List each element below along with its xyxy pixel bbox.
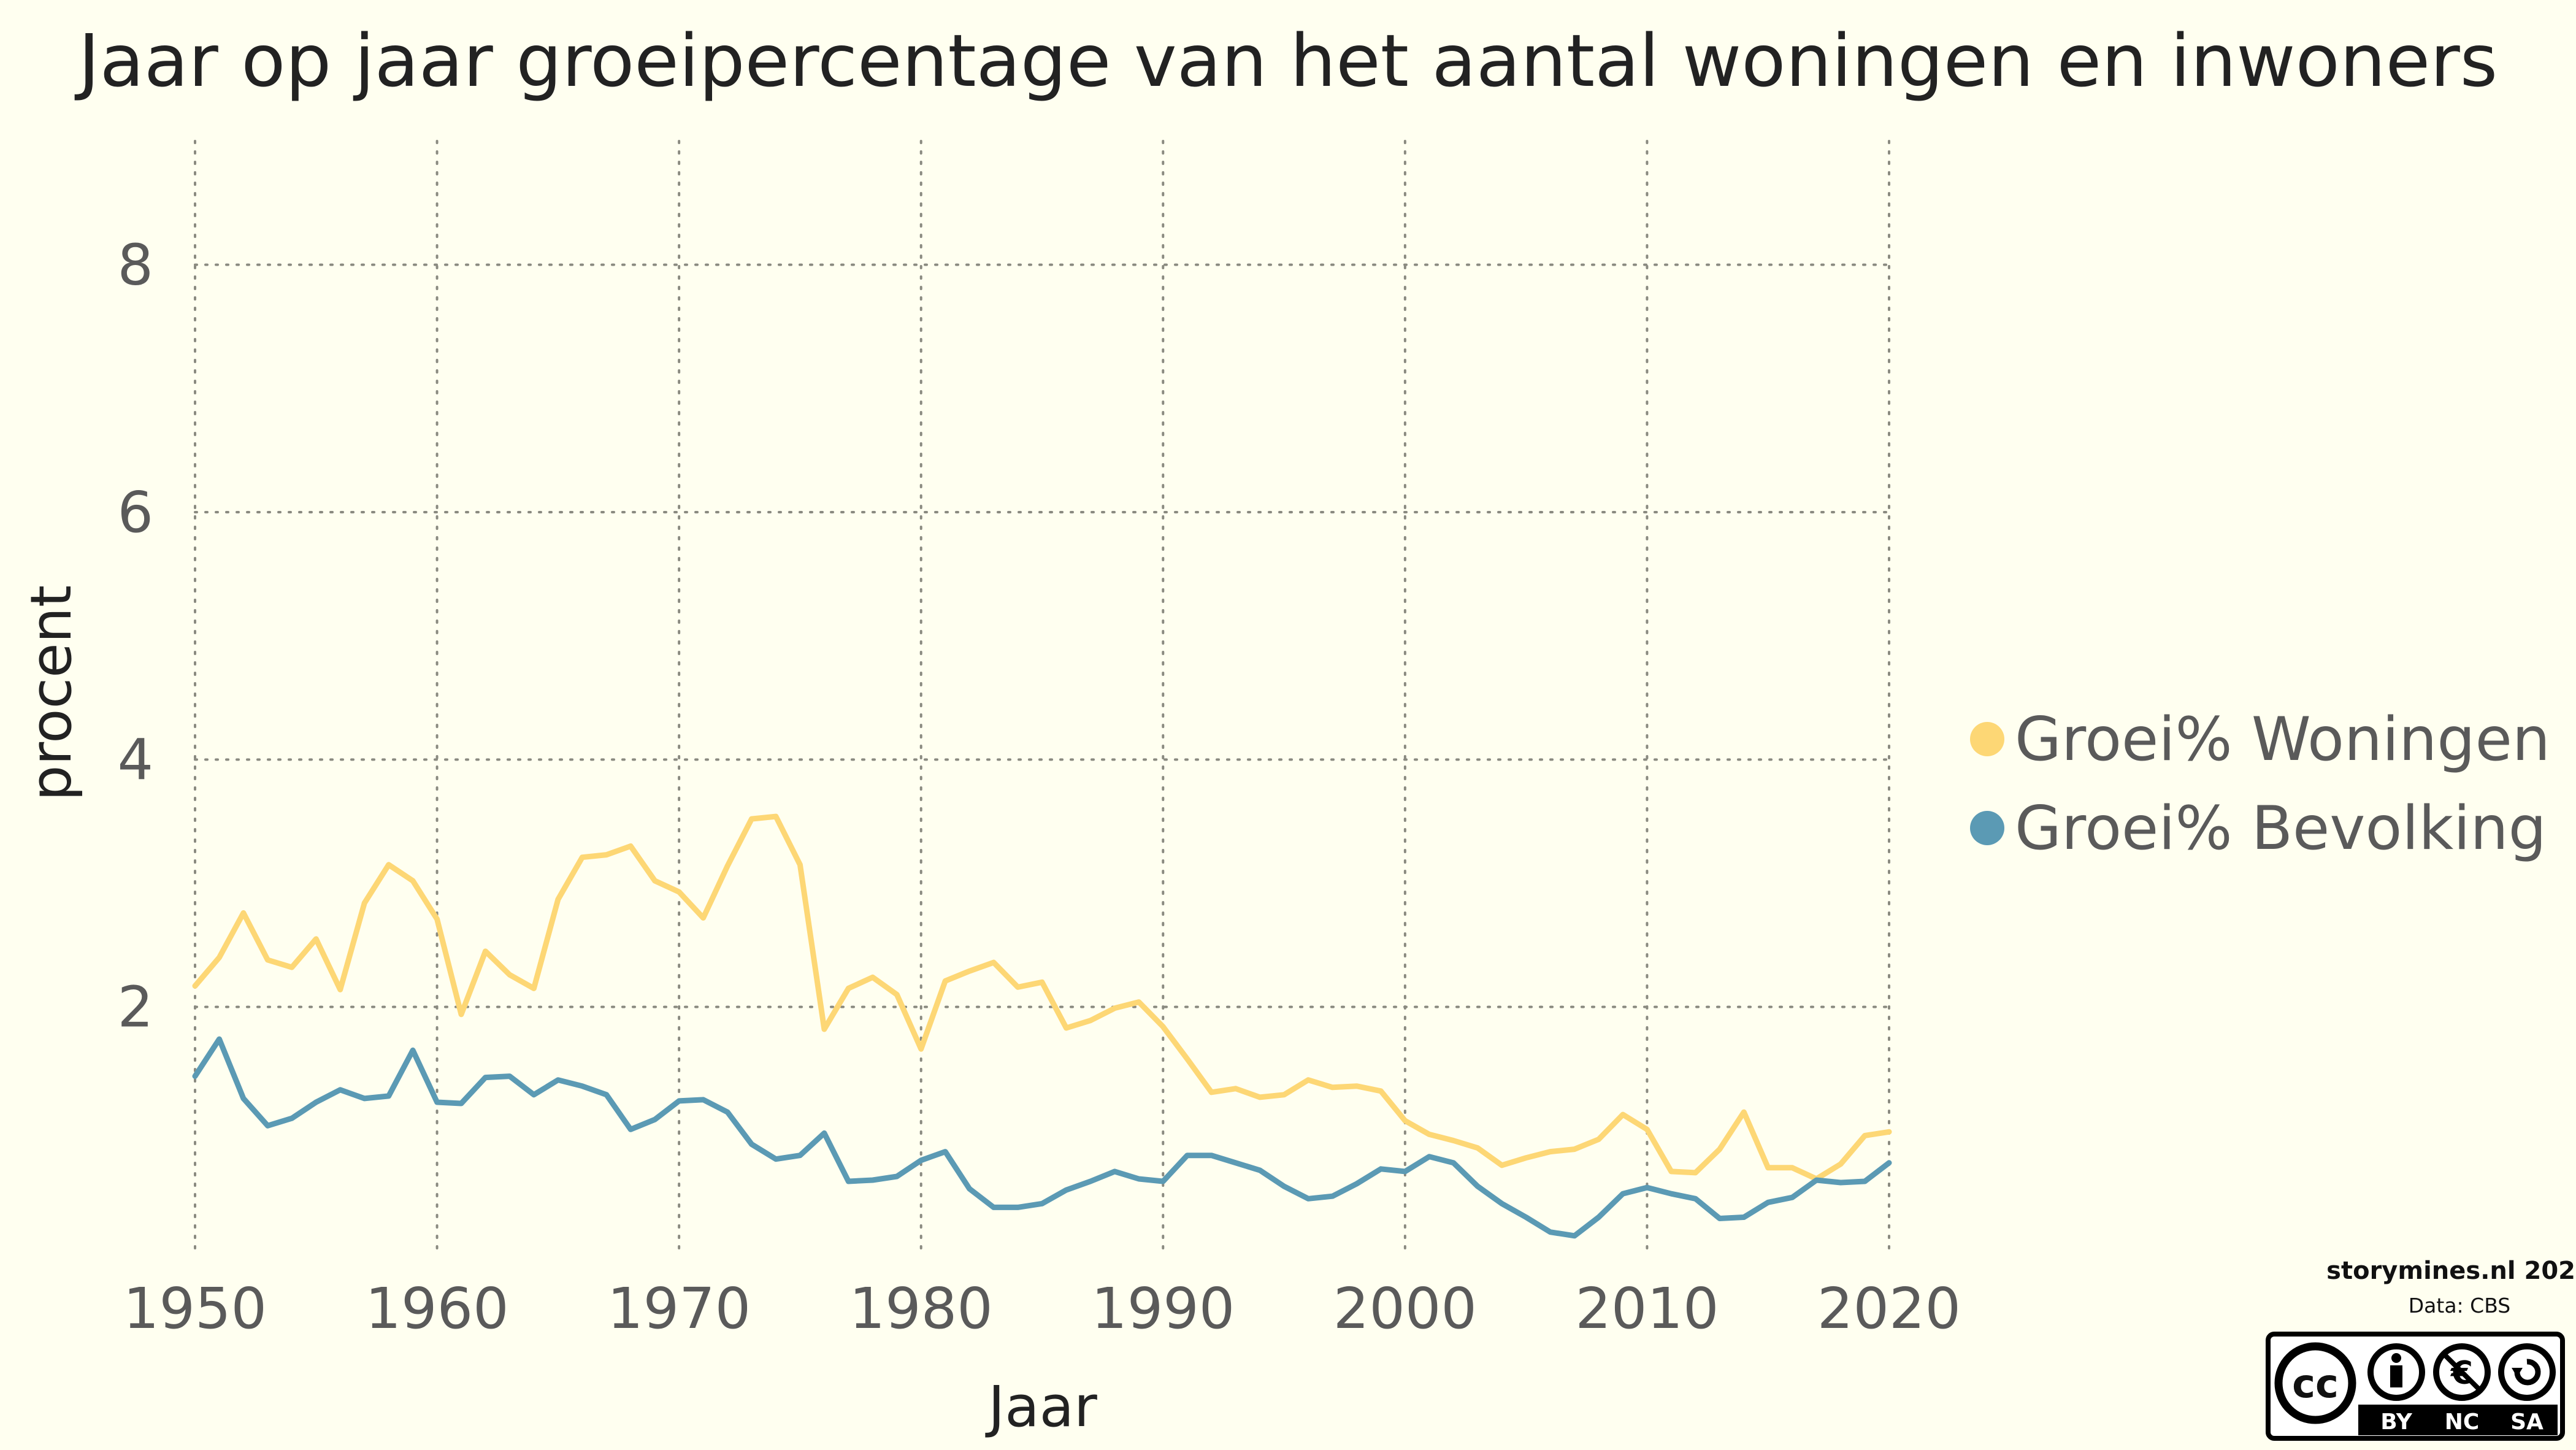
series-lines (192, 813, 1892, 1239)
chart-title: Jaar op jaar groeipercentage van het aan… (74, 18, 2497, 103)
legend-label: Groei% Woningen (2015, 705, 2550, 775)
series-line-woningen (192, 813, 1892, 1182)
credit-source: storymines.nl 2021 (2326, 1257, 2576, 1285)
x-axis-ticks: 1950 1960 1970 1980 1990 2000 2010 2020 (123, 1276, 1961, 1341)
credit-data: Data: CBS (2409, 1294, 2510, 1318)
license-by: BY (2380, 1410, 2412, 1435)
x-tick-label: 1950 (123, 1276, 267, 1341)
y-axis-ticks: 2 4 6 8 (117, 232, 153, 1040)
share-alike-icon (2498, 1343, 2556, 1401)
x-tick-label: 2000 (1333, 1276, 1477, 1341)
cc-icon: cc (2274, 1342, 2356, 1424)
attribution-icon (2367, 1343, 2425, 1401)
y-tick-label: 8 (117, 232, 153, 298)
x-tick-label: 1990 (1091, 1276, 1235, 1341)
y-axis-title: procent (18, 585, 84, 801)
cc-license-badge: cc € BY NC SA (2266, 1332, 2565, 1441)
series-line-bevolking (192, 1036, 1892, 1239)
x-tick-label: 1960 (366, 1276, 509, 1341)
y-tick-label: 2 (117, 975, 153, 1040)
y-tick-label: 4 (117, 727, 153, 792)
legend-marker (1970, 722, 2004, 756)
legend-label: Groei% Bevolking (2015, 794, 2547, 864)
x-tick-label: 1970 (607, 1276, 751, 1341)
grid-lines (194, 140, 1890, 1256)
legend-marker (1970, 811, 2004, 845)
legend: Groei% Woningen Groei% Bevolking (1970, 705, 2550, 864)
license-nc: NC (2445, 1410, 2480, 1435)
x-tick-label: 2020 (1817, 1276, 1961, 1341)
x-tick-label: 2010 (1575, 1276, 1719, 1341)
cc-mark: cc (2292, 1362, 2339, 1407)
license-sa: SA (2510, 1410, 2543, 1435)
x-tick-label: 1980 (849, 1276, 993, 1341)
x-axis-title: Jaar (985, 1374, 1097, 1440)
non-commercial-icon: € (2433, 1343, 2491, 1401)
y-tick-label: 6 (117, 480, 153, 545)
